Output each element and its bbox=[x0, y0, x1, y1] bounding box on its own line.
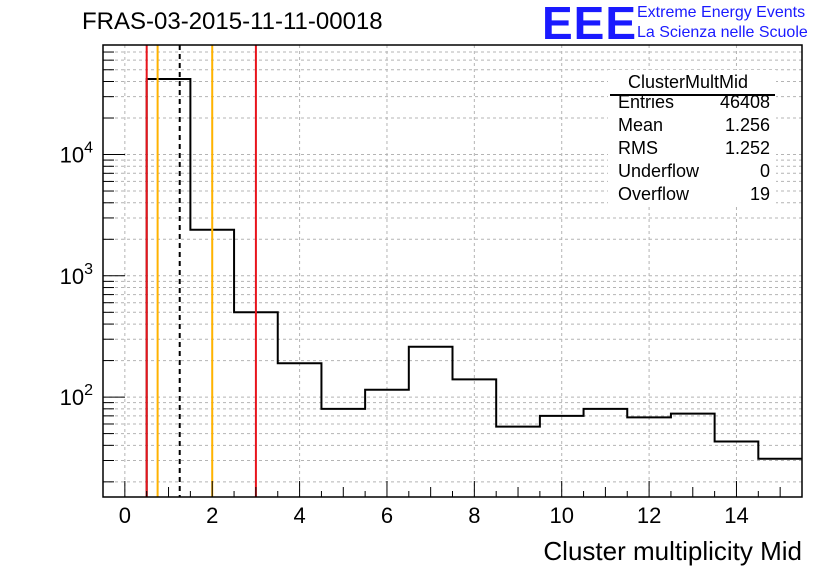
histogram-bin bbox=[365, 390, 409, 497]
x-tick-label: 14 bbox=[724, 503, 748, 528]
x-tick-label: 2 bbox=[206, 503, 218, 528]
histogram-bars bbox=[145, 77, 802, 497]
histogram-bin bbox=[321, 409, 365, 497]
stats-key: Mean bbox=[618, 115, 664, 135]
stats-value: 46408 bbox=[719, 92, 770, 112]
stats-key: Overflow bbox=[618, 184, 690, 204]
stats-divider bbox=[610, 94, 775, 96]
x-tick-label: 4 bbox=[293, 503, 305, 528]
stats-row-underflow: Underflow 0 bbox=[618, 161, 770, 183]
stats-box: ClusterMultMid Entries 46408 Mean 1.256 … bbox=[608, 70, 776, 206]
axis-labels: 0 2 4 6 8 10 12 14 102 103 104 Cluster multiplicity… bbox=[60, 140, 802, 566]
histogram-bin bbox=[147, 79, 191, 497]
histogram-bin bbox=[453, 379, 497, 497]
x-tick-label: 8 bbox=[468, 503, 480, 528]
histogram-outline bbox=[145, 77, 802, 497]
histogram-bin bbox=[278, 363, 322, 497]
y-tick-label: 102 bbox=[60, 382, 93, 410]
chart-title: FRAS-03-2015-11-11-00018 bbox=[82, 8, 383, 35]
stats-row-mean: Mean 1.256 bbox=[618, 115, 770, 137]
histogram-bin bbox=[584, 409, 628, 497]
stats-row-rms: RMS 1.252 bbox=[618, 138, 770, 160]
stats-row-overflow: Overflow 19 bbox=[618, 184, 770, 206]
stats-value: 0 bbox=[759, 161, 770, 181]
histogram-bin bbox=[496, 427, 540, 497]
histogram-bin bbox=[409, 347, 453, 497]
x-axis-label: Cluster multiplicity Mid bbox=[543, 536, 802, 566]
x-tick-label: 10 bbox=[549, 503, 573, 528]
stats-key: Underflow bbox=[618, 161, 700, 181]
histogram-bin bbox=[671, 414, 715, 497]
stats-value: 1.252 bbox=[724, 138, 770, 158]
eee-logo: EEE Extreme Energy Events La Scienza nel… bbox=[542, 0, 834, 49]
axis-ticks bbox=[102, 44, 803, 497]
stats-title: ClusterMultMid bbox=[627, 72, 749, 92]
stats-value: 19 bbox=[749, 184, 770, 204]
stats-row-entries: Entries 46408 bbox=[618, 92, 770, 114]
x-tick-label: 0 bbox=[119, 503, 131, 528]
stats-key: Entries bbox=[618, 92, 675, 112]
logo-mark: EEE bbox=[542, 0, 638, 49]
logo-line-1: Extreme Energy Events bbox=[637, 4, 806, 21]
y-tick-label: 103 bbox=[60, 261, 93, 289]
stats-key: RMS bbox=[618, 138, 658, 158]
y-tick-label: 104 bbox=[60, 140, 93, 168]
logo-line-2: La Scienza nelle Scuole bbox=[637, 24, 808, 41]
x-tick-label: 6 bbox=[381, 503, 393, 528]
stats-value: 1.256 bbox=[724, 115, 770, 135]
marker-lines bbox=[145, 45, 257, 497]
x-tick-label: 12 bbox=[637, 503, 661, 528]
